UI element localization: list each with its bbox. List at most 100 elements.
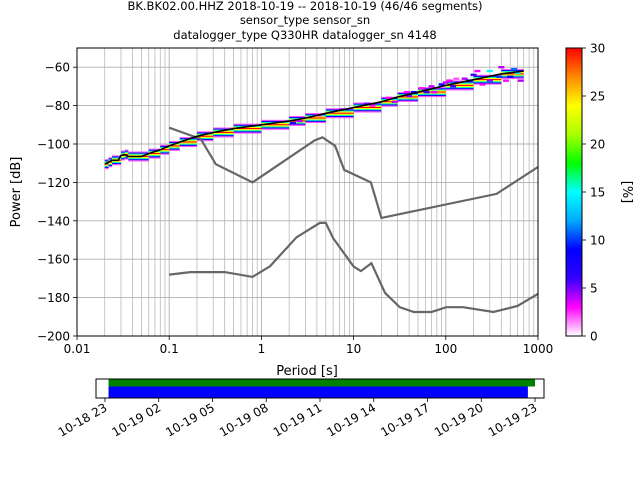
psd-bin	[446, 79, 453, 82]
mean-psd-line	[104, 70, 524, 165]
psd-bin	[233, 128, 262, 130]
psd-bin	[104, 159, 109, 161]
psd-bin	[169, 145, 180, 147]
psd-bin	[289, 123, 306, 125]
psd-bin	[261, 124, 290, 126]
psd-bin	[397, 93, 419, 95]
psd-bin	[501, 74, 524, 76]
psd-bin	[112, 164, 119, 166]
plot-area	[77, 48, 538, 336]
psd-bin	[112, 158, 119, 160]
psd-bin	[385, 96, 392, 100]
psd-bin	[118, 161, 121, 164]
psd-bin	[124, 153, 129, 156]
psd-bin	[108, 163, 113, 166]
psd-bin	[233, 132, 262, 134]
psd-bin	[118, 155, 121, 157]
psd-bin	[517, 79, 524, 82]
psd-bin	[196, 139, 214, 141]
timeline-tick-label: 10-19 23	[486, 400, 540, 439]
psd-bin	[213, 130, 234, 132]
psd-bin	[404, 90, 411, 94]
timeline-tick-label: 10-18 23	[56, 400, 110, 439]
psd-bin	[445, 88, 474, 90]
psd-bin	[196, 136, 214, 139]
psd-bin	[179, 141, 197, 143]
psd-bin	[148, 155, 161, 157]
psd-bin	[325, 115, 354, 118]
psd-bin	[418, 95, 446, 98]
x-tick-label: 10	[346, 342, 361, 356]
psd-bin	[453, 77, 460, 80]
psd-bin	[104, 164, 109, 166]
psd-bin	[108, 166, 113, 168]
psd-bin	[305, 117, 326, 119]
psd-bin	[503, 79, 510, 82]
psd-bin	[397, 100, 419, 102]
x-axis-label: Period [s]	[276, 364, 338, 379]
psd-bin	[104, 167, 109, 170]
psd-bin	[233, 130, 262, 132]
coverage-timeline: 10-18 23 10-19 02 10-19 05 10-19 08 10-19 11…	[56, 378, 545, 440]
psd-bin	[445, 89, 474, 91]
psd-bin	[397, 99, 419, 101]
psd-bin	[418, 87, 446, 89]
y-tick-label: −140	[37, 214, 70, 228]
psd-bin	[381, 101, 398, 103]
psd-bin	[450, 85, 457, 88]
psd-bin	[305, 119, 326, 121]
psd-bin	[325, 111, 354, 113]
plot-frame	[76, 47, 539, 337]
psd-bin	[160, 145, 170, 148]
x-tick-label: 1	[258, 342, 266, 356]
colorbar-ticks: 0 5 10 15 20 25 30	[582, 42, 605, 344]
psd-bin	[261, 127, 290, 129]
y-tick-label: −160	[37, 253, 70, 267]
psd-bin	[369, 104, 376, 107]
psd-bin	[104, 163, 109, 165]
psd-bin	[112, 163, 119, 165]
psd-bin	[213, 132, 234, 135]
y-tick-label: −60	[45, 61, 70, 75]
psd-bin	[104, 165, 109, 167]
timeline-tick-label: 10-19 20	[432, 400, 486, 439]
psd-bin	[179, 145, 197, 148]
psd-bin	[473, 81, 502, 83]
psd-bin	[473, 77, 502, 80]
timeline-tick-label: 10-19 11	[271, 400, 325, 439]
psd-bin	[381, 102, 398, 104]
timeline-tick-label: 10-19 17	[378, 400, 432, 439]
psd-bin	[496, 75, 503, 78]
psd-bin	[213, 134, 234, 136]
psd-bin	[381, 105, 398, 107]
psd-bin	[120, 150, 125, 152]
psd-bin	[141, 151, 149, 153]
psd-bin	[196, 135, 214, 137]
psd-bin	[353, 109, 382, 111]
psd-bin	[445, 83, 474, 85]
psd-bin	[124, 156, 129, 158]
psd-bin	[169, 146, 180, 148]
psd-bin	[148, 153, 161, 155]
psd-bin	[445, 84, 474, 87]
psd-bin	[305, 121, 326, 124]
psd-bin	[442, 81, 449, 84]
psd-bin	[381, 103, 398, 105]
psd-bin	[124, 158, 129, 160]
psd-bin	[498, 66, 505, 69]
psd-bin	[305, 113, 326, 115]
psd-bin	[128, 153, 142, 155]
psd-bin	[141, 159, 149, 161]
psd-bin	[511, 67, 518, 71]
psd-bin	[305, 114, 326, 116]
coverage-bars	[108, 379, 536, 398]
psd-bin	[486, 79, 493, 82]
psd-bin	[233, 124, 262, 126]
psd-bin	[169, 140, 180, 143]
colorbar-tick-label: 20	[590, 138, 605, 152]
high-noise-model-line	[168, 126, 539, 220]
title-line-2: sensor_type sensor_sn	[240, 13, 370, 27]
psd-bin	[148, 156, 161, 158]
psd-bin	[128, 160, 142, 162]
psd-bin	[104, 166, 109, 169]
